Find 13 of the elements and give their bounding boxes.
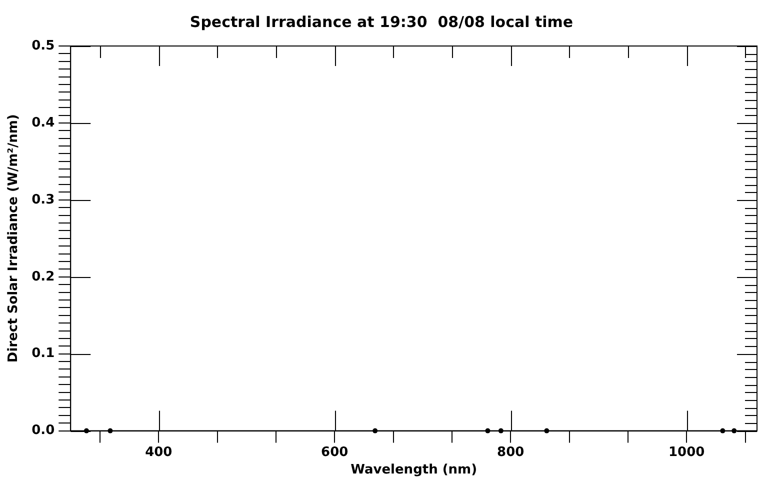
chart-title: Spectral Irradiance at 19:30 08/08 local time — [190, 12, 574, 31]
y-axis-title: Direct Solar Irradiance (W/m²/nm) — [6, 114, 22, 363]
x-tick-label: 800 — [497, 444, 524, 460]
y-tick-label: 0.0 — [32, 423, 55, 438]
y-tick-label: 0.5 — [32, 38, 55, 54]
x-tick-label: 1000 — [668, 444, 705, 460]
x-axis-title: Wavelength (nm) — [350, 462, 478, 478]
y-tick-label: 0.1 — [32, 346, 55, 362]
x-tick-label: 400 — [145, 444, 172, 460]
x-tick-label: 600 — [321, 444, 348, 460]
y-tick-label: 0.2 — [32, 269, 55, 284]
y-tick-label: 0.4 — [32, 115, 55, 130]
y-tick-label: 0.3 — [32, 192, 55, 208]
